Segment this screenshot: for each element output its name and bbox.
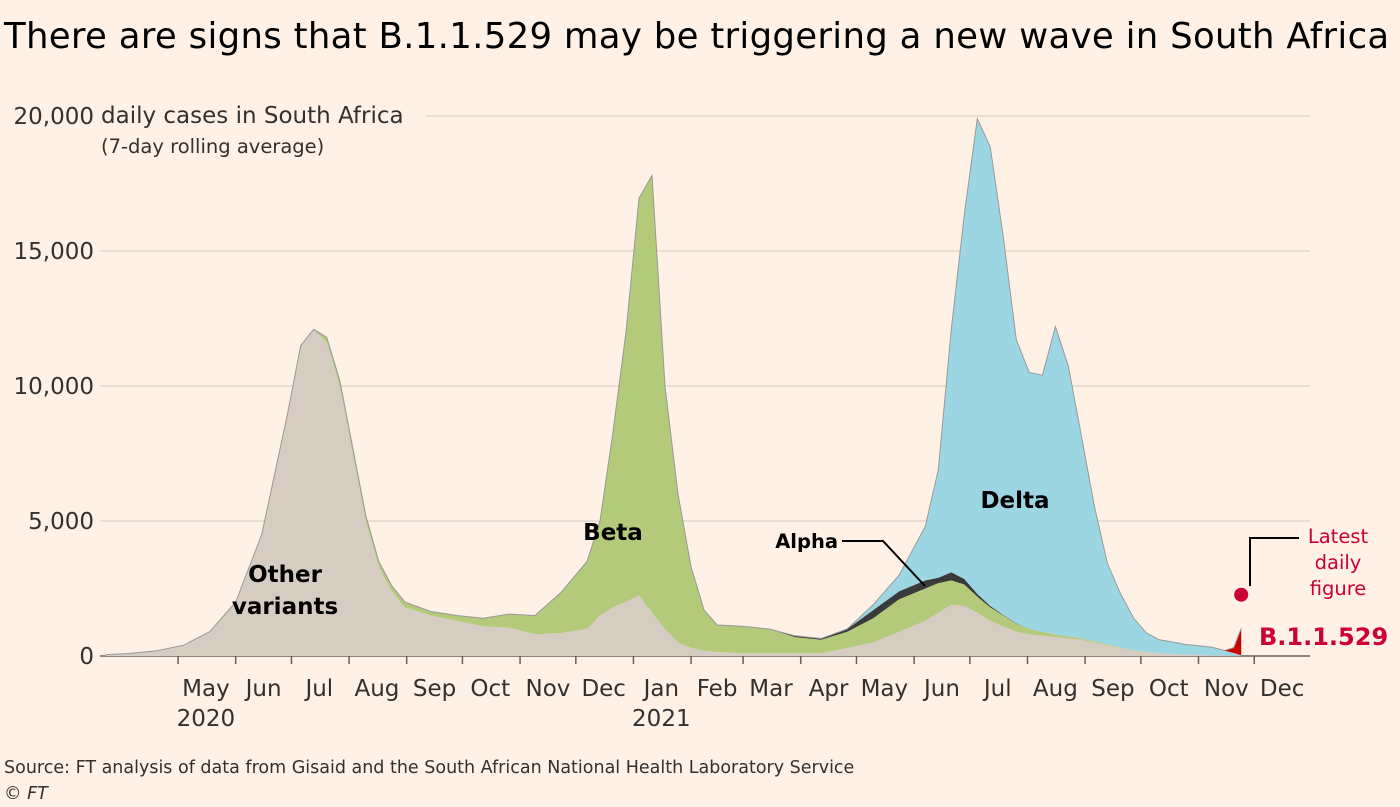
x-tick-label: Oct [1149,676,1189,702]
chart-title: There are signs that B.1.1.529 may be tr… [4,16,1390,57]
label-latest-3: figure [1310,577,1367,600]
y-axis: 0 5,000 10,000 15,000 20,000 [14,104,94,670]
x-tick-label: Jun [244,676,282,702]
area-beta [105,175,1242,656]
x-tick-label: Sep [1091,676,1134,702]
annotations: Other variants Beta Delta Alpha Latest d… [232,488,1388,651]
x-tick-label: Nov [525,676,570,702]
x-tick-label: Sep [413,676,456,702]
latest-leader-line [1249,537,1299,586]
x-tick-label: Oct [470,676,510,702]
x-tick-label: Jan [642,676,679,702]
area-delta [105,118,1242,656]
stacked-areas [105,116,1242,656]
x-tick-label: Feb [697,676,738,702]
x-tick-label: Apr [809,676,849,702]
label-other-variants-1: Other [248,562,323,588]
source-note: Source: FT analysis of data from Gisaid … [4,758,855,778]
x-tick-label: Dec [581,676,626,702]
y-tick-label: 10,000 [14,374,94,400]
y-axis-label: daily cases in South Africa [101,103,404,129]
x-tick-label: Aug [354,676,399,702]
x-tick-label: May [861,676,909,702]
x-tick-label: Jun [922,676,960,702]
x-year-label: 2020 [177,706,236,732]
copyright: © FT [4,784,48,804]
latest-daily-dot [1234,587,1249,602]
y-tick-label: 15,000 [14,239,94,265]
label-b11529: B.1.1.529 [1259,623,1388,651]
x-tick-label: Jul [982,676,1012,702]
label-latest-1: Latest [1308,525,1369,548]
y-tick-label: 5,000 [28,509,94,535]
label-latest-2: daily [1315,551,1362,574]
y-tick-label: 0 [79,644,94,670]
x-year-label: 2021 [632,706,691,732]
label-beta: Beta [583,520,643,546]
label-delta: Delta [980,488,1049,514]
label-other-variants-2: variants [232,594,338,620]
x-tick-label: Jul [303,676,333,702]
x-tick-label: Nov [1204,676,1249,702]
label-alpha: Alpha [775,530,838,553]
x-tick-label: Mar [749,676,793,702]
y-tick-label: 20,000 [14,104,94,130]
area-other-variants [105,329,1242,656]
x-tick-label: Aug [1033,676,1078,702]
y-axis-sublabel: (7-day rolling average) [101,135,324,158]
total-outline [105,116,1242,656]
alpha-leader-line [842,540,926,587]
x-tick-label: Dec [1260,676,1305,702]
x-tick-label: May [182,676,230,702]
